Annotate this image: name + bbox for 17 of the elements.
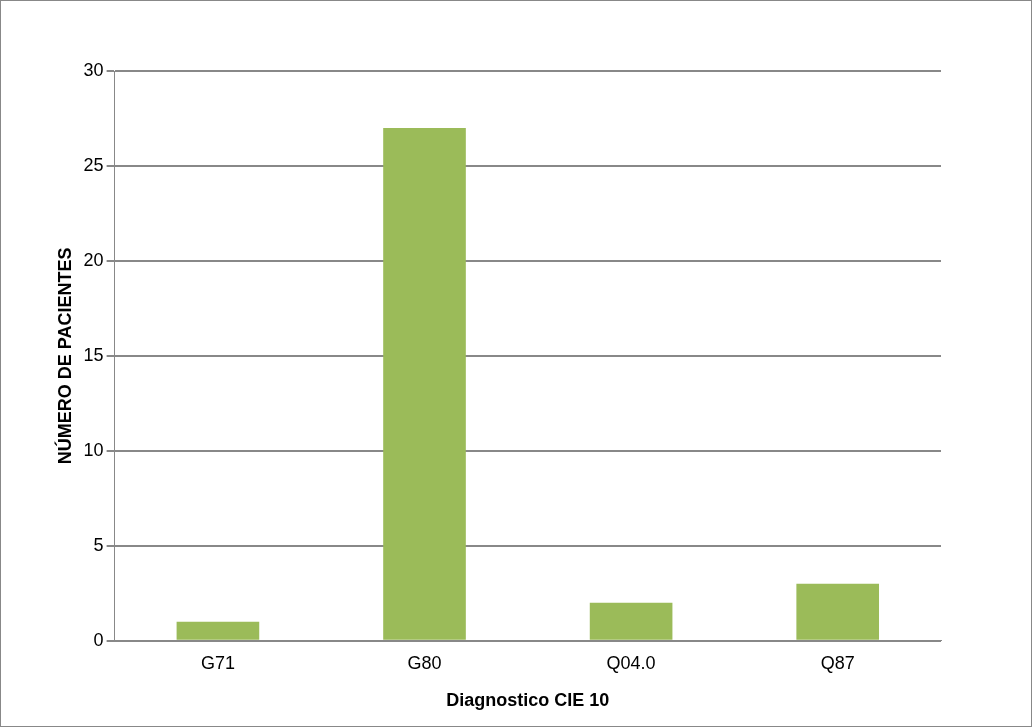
x-tick-label: G80 xyxy=(407,652,442,673)
x-tick-label: Q04.0 xyxy=(606,652,656,673)
x-tick-label: Q87 xyxy=(820,652,855,673)
y-axis-title: NÚMERO DE PACIENTES xyxy=(53,247,75,465)
x-tick-label: G71 xyxy=(200,652,235,673)
bar xyxy=(589,602,673,640)
bar xyxy=(176,621,260,640)
y-tick-label: 5 xyxy=(93,534,104,555)
y-tick-label: 0 xyxy=(93,629,104,650)
y-tick-label: 10 xyxy=(83,439,104,460)
y-tick-label: 20 xyxy=(83,249,104,270)
y-tick-label: 25 xyxy=(83,154,104,175)
x-axis-title: Diagnostico CIE 10 xyxy=(446,690,610,711)
y-tick-label: 15 xyxy=(83,344,104,365)
y-tick-label: 30 xyxy=(83,59,104,80)
bar xyxy=(383,127,466,640)
bar xyxy=(796,583,880,640)
